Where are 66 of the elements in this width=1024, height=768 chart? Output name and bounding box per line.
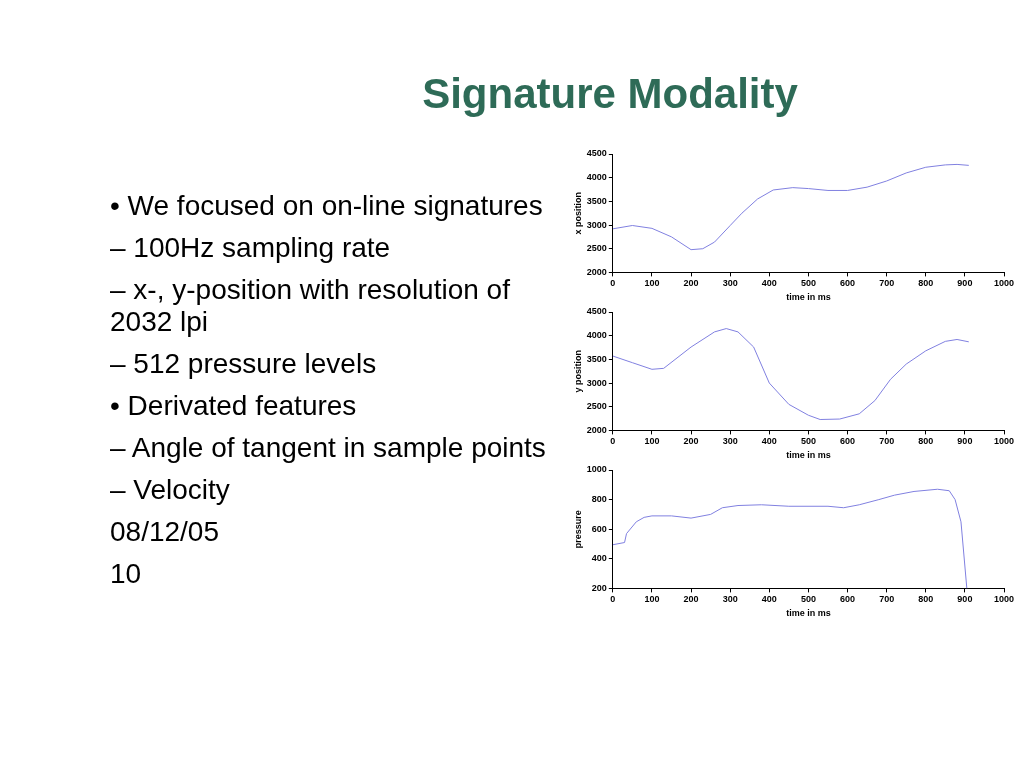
x-axis-title: time in ms [786,292,831,303]
y-tick-label: 2500 [586,243,607,254]
x-tick-label: 500 [800,594,816,605]
text: • We focused on on-line signatures [110,190,544,222]
x-tick-label: 700 [879,594,895,605]
y-tick-label: 200 [591,582,607,593]
text: – 512 pressure levels [110,348,378,380]
x-tick-label: 600 [840,436,856,447]
x-tick-label: 100 [644,278,660,289]
x-tick-label: 100 [644,594,660,605]
y-tick-label: 4500 [586,148,607,159]
x-tick-label: 0 [610,594,616,605]
x-tick-label: 500 [800,436,816,447]
text: – Velocity [110,474,231,506]
y-tick-label: 2500 [586,401,607,412]
x-tick-label: 1000 [993,278,1015,289]
text: • Derivated features [110,390,358,422]
x-tick-label: 500 [800,278,816,289]
y-tick-label: 3500 [586,195,607,206]
x-tick-label: 300 [722,436,738,447]
x-tick-label: 300 [722,594,738,605]
x-tick-label: 800 [918,436,934,447]
y-tick-label: 1000 [586,464,607,475]
y-tick-label: 3000 [586,377,607,388]
x-tick-label: 400 [761,278,777,289]
x-tick-label: 600 [840,594,856,605]
x-tick-label: 800 [918,594,934,605]
y-tick-label: 2000 [586,266,607,277]
text: – Angle of tangent in sample points [110,432,547,464]
y-tick-label: 600 [591,523,607,534]
x-tick-label: 800 [918,278,934,289]
text: – 100Hz sampling rate [110,232,392,264]
x-tick-label: 1000 [993,594,1015,605]
y-tick-label: 2000 [586,424,607,435]
x-tick-label: 400 [761,436,777,447]
x-tick-label: 200 [683,436,699,447]
x-tick-label: 900 [957,278,973,289]
x-tick-label: 0 [610,278,616,289]
x-tick-label: 200 [683,594,699,605]
y-axis-title: pressure [572,510,583,549]
y-tick-label: 3500 [586,353,607,364]
x-tick-label: 900 [957,594,973,605]
y-tick-label: 3000 [586,219,607,230]
text: 10 [110,558,143,590]
y-tick-label: 4500 [586,306,607,317]
x-tick-label: 600 [840,278,856,289]
x-tick-label: 200 [683,278,699,289]
text: 08/12/05 [110,516,220,548]
x-tick-label: 1000 [993,436,1015,447]
x-tick-label: 700 [879,278,895,289]
x-tick-label: 300 [722,278,738,289]
y-tick-label: 4000 [586,172,607,183]
x-tick-label: 700 [879,436,895,447]
text: – x-, y-position with resolution of 2032 lpi [110,274,511,338]
x-tick-label: 400 [761,594,777,605]
x-axis-title: time in ms [786,608,831,619]
x-tick-label: 0 [610,436,616,447]
x-tick-label: 900 [957,436,973,447]
x-tick-label: 100 [644,436,660,447]
y-axis-title: y position [572,349,583,393]
chart-title: Signature Modality [421,70,799,118]
x-axis-title: time in ms [786,450,831,461]
y-tick-label: 4000 [586,330,607,341]
y-tick-label: 800 [591,494,607,505]
y-axis-title: x position [572,191,583,235]
y-tick-label: 400 [591,553,607,564]
